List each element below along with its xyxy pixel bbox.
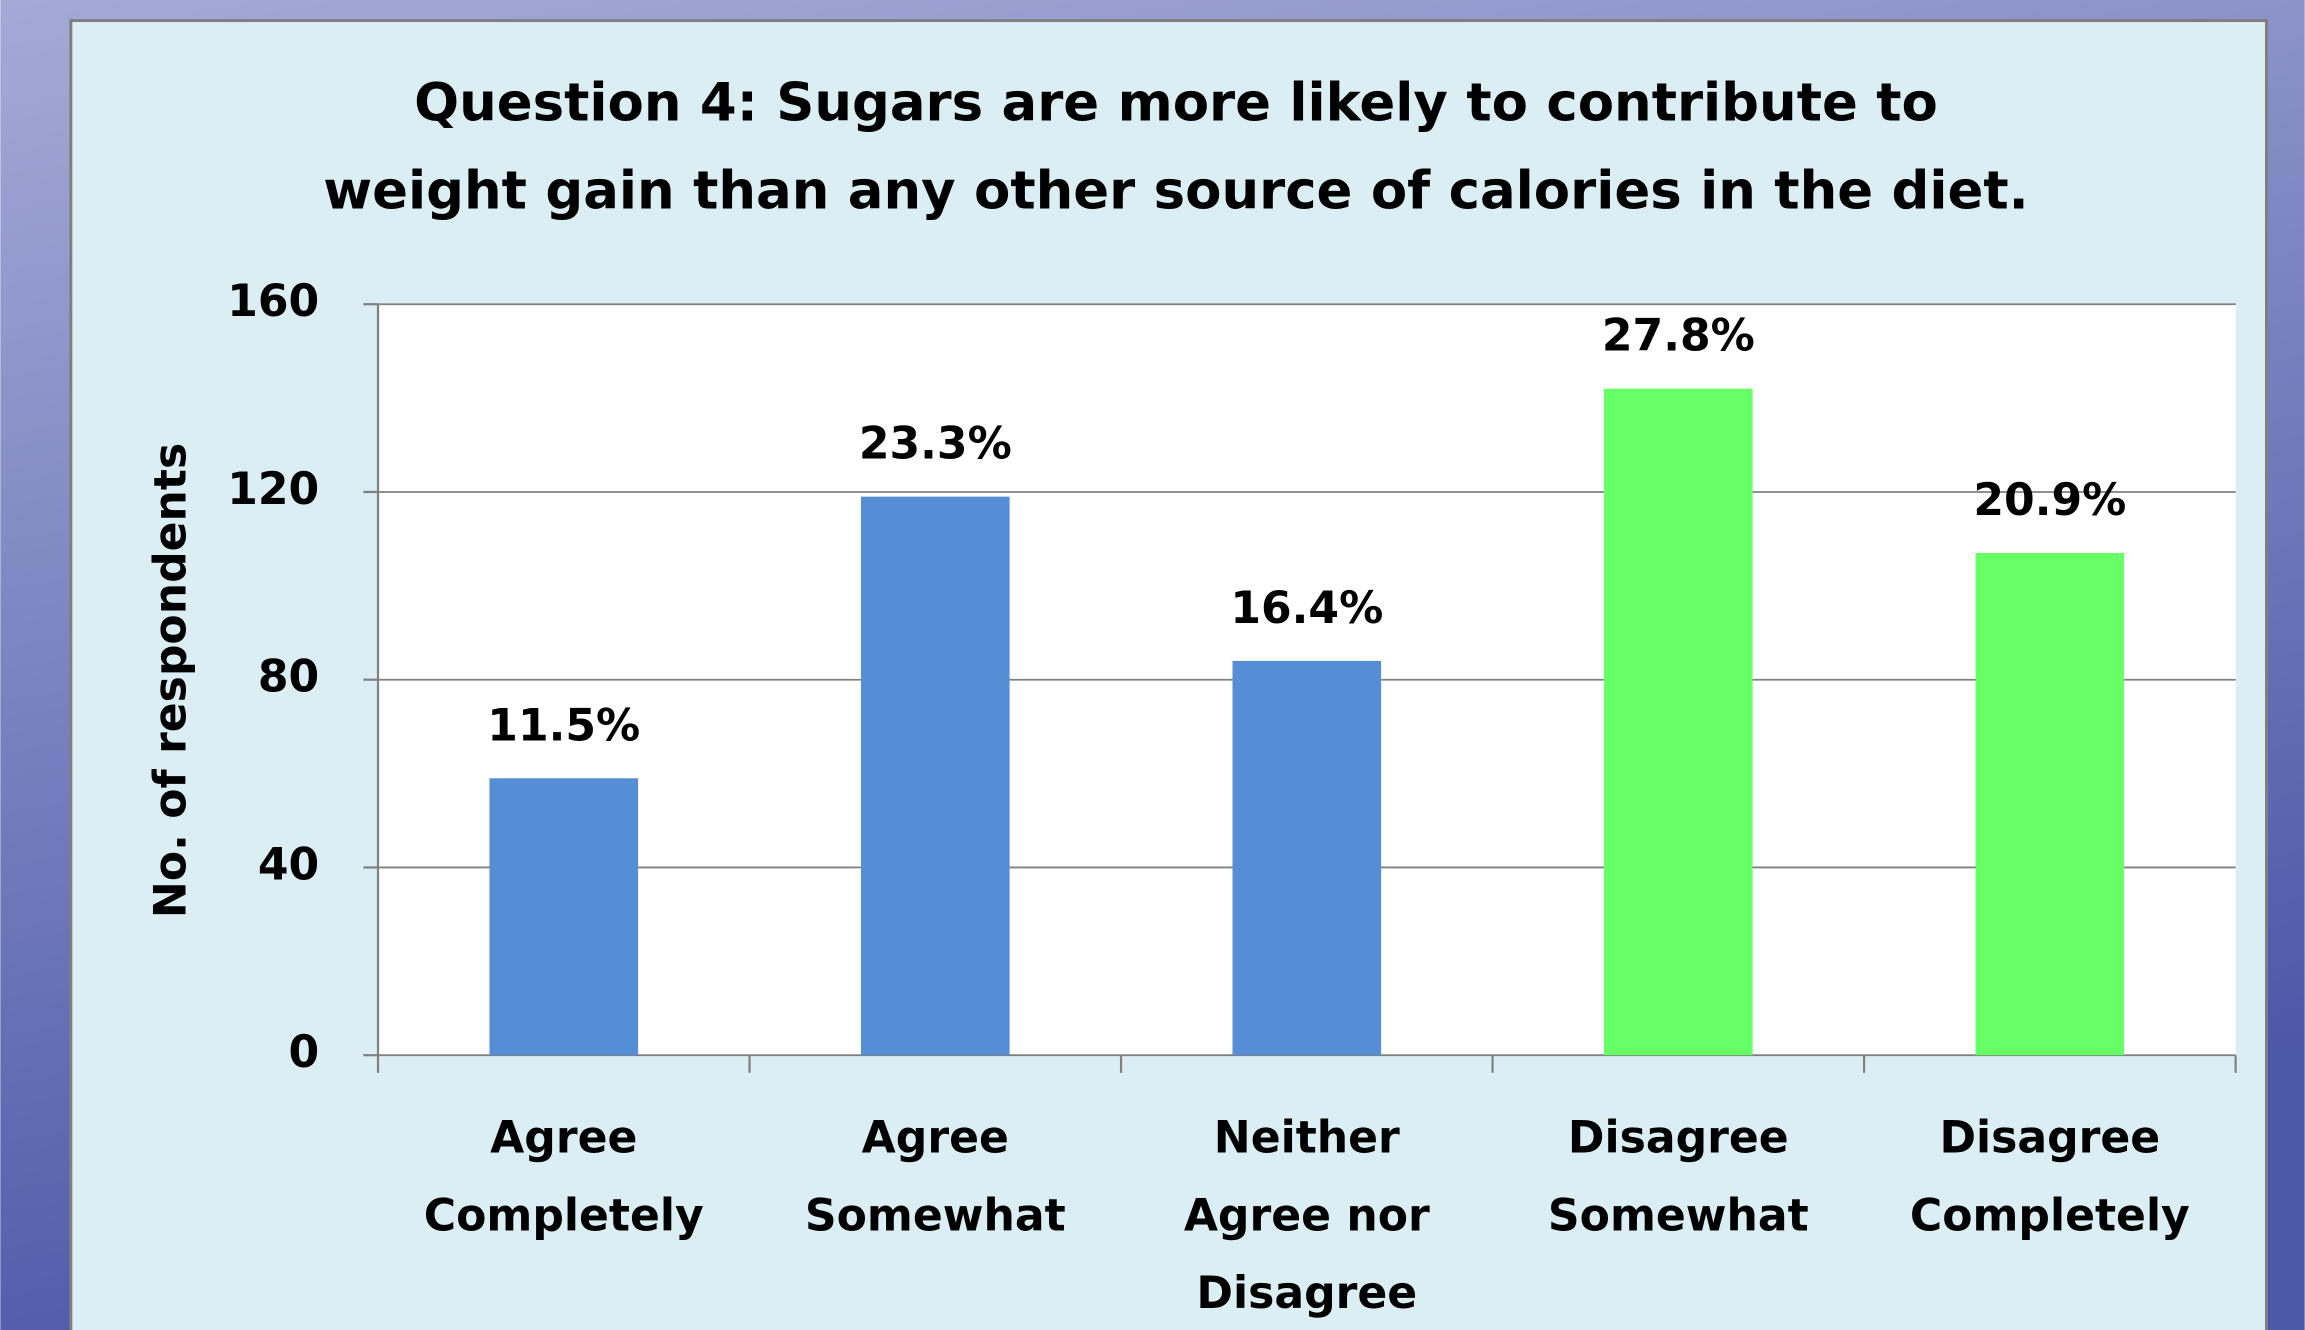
x-tick-label: Neither: [1214, 1112, 1400, 1163]
x-tick-label: Disagree: [1939, 1112, 2160, 1163]
chart-title: weight gain than any other source of cal…: [323, 161, 2029, 222]
x-tick-label: Completely: [1910, 1190, 2190, 1241]
chart-title: Question 4: Sugars are more likely to co…: [414, 72, 1938, 133]
bar: [1975, 552, 2125, 1056]
x-tick-label: Completely: [424, 1190, 704, 1241]
y-axis-label: No. of respondents: [146, 443, 197, 918]
x-tick-label: Agree: [862, 1112, 1009, 1163]
x-tick-label: Somewhat: [805, 1190, 1066, 1241]
y-tick-label: 120: [227, 464, 319, 515]
bar: [1232, 660, 1382, 1056]
x-tick-label: Agree: [490, 1112, 637, 1163]
y-tick-label: 0: [289, 1027, 320, 1078]
x-tick-label: Disagree: [1568, 1112, 1789, 1163]
bar: [489, 778, 639, 1056]
y-tick-label: 160: [227, 276, 319, 327]
bar: [1604, 388, 1753, 1056]
y-tick-label: 40: [258, 839, 319, 890]
data-label: 11.5%: [487, 700, 640, 751]
x-tick-label: Agree nor: [1184, 1190, 1430, 1241]
data-label: 16.4%: [1230, 583, 1383, 634]
bar: [860, 496, 1010, 1056]
x-tick-label: Somewhat: [1548, 1190, 1809, 1241]
data-label: 20.9%: [1973, 475, 2126, 526]
data-label: 27.8%: [1602, 311, 1755, 362]
data-label: 23.3%: [859, 419, 1012, 470]
x-tick-label: Disagree: [1196, 1268, 1417, 1319]
y-tick-label: 80: [258, 652, 319, 703]
